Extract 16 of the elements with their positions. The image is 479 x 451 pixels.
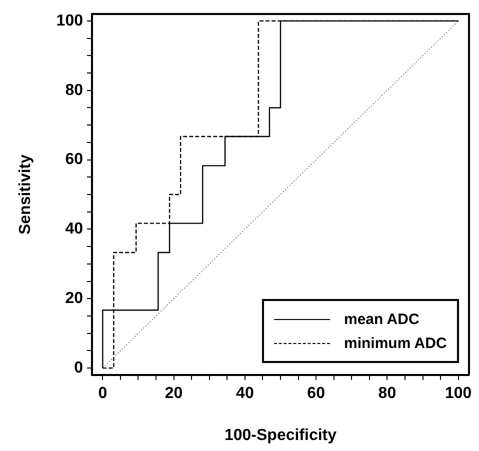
y-tick-label: 20 bbox=[65, 290, 84, 308]
y-tick-label: 80 bbox=[65, 82, 84, 99]
y-tick-label: 40 bbox=[65, 220, 84, 238]
x-tick-label: 0 bbox=[98, 385, 108, 402]
legend-label: minimum ADC bbox=[344, 334, 447, 352]
y-axis-title: Sensitivity bbox=[17, 154, 34, 235]
x-tick-label: 60 bbox=[307, 385, 326, 402]
x-tick-label: 100 bbox=[444, 385, 472, 402]
legend-label: mean ADC bbox=[344, 310, 420, 328]
x-axis-title: 100-Specificity bbox=[224, 426, 337, 444]
x-tick-label: 80 bbox=[378, 385, 396, 402]
y-tick-label: 100 bbox=[56, 12, 84, 30]
y-tick-label: 60 bbox=[65, 151, 84, 168]
x-tick-label: 20 bbox=[164, 385, 183, 402]
x-tick-label: 40 bbox=[236, 385, 254, 402]
y-tick-label: 0 bbox=[74, 359, 84, 376]
